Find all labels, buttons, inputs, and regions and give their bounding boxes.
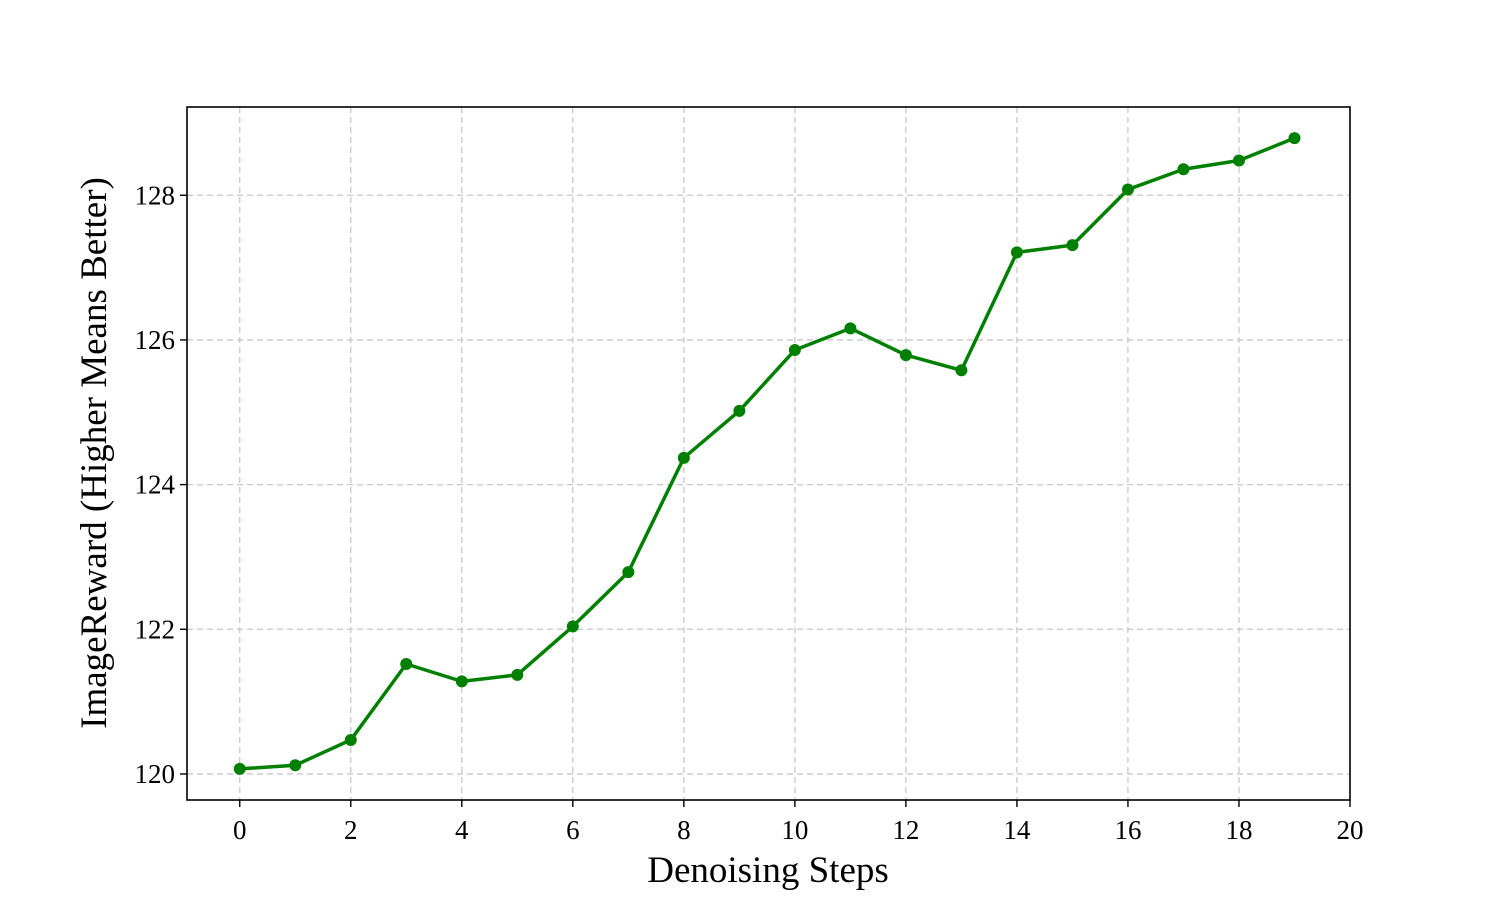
point xyxy=(1066,239,1079,252)
y-tick-label: 128 xyxy=(135,180,176,210)
x-tick-label: 10 xyxy=(781,815,808,845)
x-tick-label: 14 xyxy=(1003,815,1031,845)
point xyxy=(1121,183,1134,196)
point xyxy=(1177,163,1190,176)
x-tick-label: 6 xyxy=(566,815,580,845)
point xyxy=(511,668,524,681)
line xyxy=(239,136,1296,771)
x-tick-label: 4 xyxy=(455,815,469,845)
x-tick-label: 18 xyxy=(1225,815,1252,845)
point xyxy=(899,349,912,362)
point xyxy=(788,344,801,357)
point xyxy=(289,759,302,772)
point xyxy=(622,566,635,579)
y-tick-label: 122 xyxy=(135,614,176,644)
point xyxy=(233,762,246,775)
point xyxy=(566,620,579,633)
point xyxy=(1288,132,1301,145)
point xyxy=(1010,246,1023,259)
x-tick-label: 0 xyxy=(233,815,247,845)
y-axis-label: ImageReward (Higher Means Better) xyxy=(74,177,115,729)
y-tick-label: 120 xyxy=(135,759,176,789)
point xyxy=(677,451,690,464)
point xyxy=(955,364,968,377)
y-tick-label: 126 xyxy=(135,325,176,355)
grid xyxy=(187,107,1351,800)
x-tick-label: 2 xyxy=(344,815,358,845)
x-axis-label: Denoising Steps xyxy=(647,850,889,891)
point xyxy=(733,404,746,417)
point xyxy=(844,322,857,335)
plot-frame xyxy=(186,106,1351,801)
x-tick-label: 20 xyxy=(1337,815,1364,845)
point xyxy=(400,658,413,671)
x-tick-label: 16 xyxy=(1114,815,1141,845)
y-tick-label: 124 xyxy=(135,470,176,500)
x-tick-label: 8 xyxy=(677,815,691,845)
plot xyxy=(233,132,1301,775)
point xyxy=(455,675,468,688)
point xyxy=(344,733,357,746)
x-tick-label: 12 xyxy=(892,815,919,845)
point xyxy=(1232,154,1245,167)
